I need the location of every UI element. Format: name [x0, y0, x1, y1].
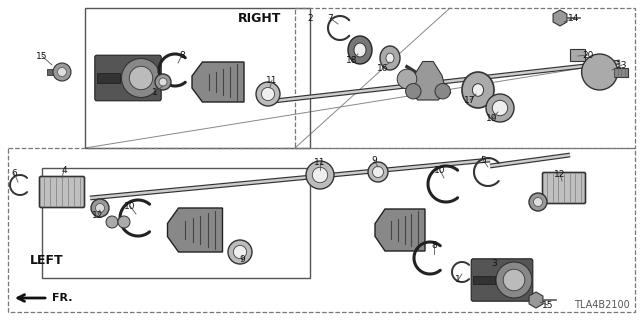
Polygon shape [192, 62, 244, 102]
Text: 8: 8 [431, 241, 437, 250]
Circle shape [372, 166, 383, 178]
Circle shape [261, 87, 275, 100]
Circle shape [159, 78, 167, 86]
Text: 16: 16 [377, 63, 388, 73]
FancyBboxPatch shape [40, 177, 84, 207]
Text: 7: 7 [327, 13, 333, 22]
Bar [97, 73, 120, 83]
Circle shape [368, 162, 388, 182]
Text: 9: 9 [239, 255, 245, 265]
Text: 11: 11 [314, 157, 326, 166]
Text: 19: 19 [486, 114, 498, 123]
Text: 8: 8 [179, 51, 185, 60]
Text: TLA4B2100: TLA4B2100 [574, 300, 630, 310]
Circle shape [582, 54, 618, 90]
Text: 18: 18 [346, 55, 358, 65]
Circle shape [118, 216, 130, 228]
Circle shape [529, 193, 547, 211]
Bar [614, 68, 628, 76]
Circle shape [58, 68, 67, 76]
Text: 11: 11 [266, 76, 278, 84]
Text: 1: 1 [152, 87, 158, 97]
Bar [42, 168, 310, 278]
Text: 6: 6 [11, 169, 17, 178]
Ellipse shape [472, 84, 484, 96]
Circle shape [306, 161, 334, 189]
Text: 1: 1 [455, 276, 461, 284]
Circle shape [129, 66, 153, 90]
FancyBboxPatch shape [471, 259, 532, 301]
Text: 15: 15 [542, 300, 554, 309]
Ellipse shape [462, 72, 494, 108]
Circle shape [228, 240, 252, 264]
Text: 12: 12 [92, 211, 104, 220]
Circle shape [155, 74, 171, 90]
FancyBboxPatch shape [543, 172, 586, 204]
Circle shape [397, 69, 417, 89]
Circle shape [534, 197, 543, 206]
Bar [473, 276, 495, 284]
Bar [47, 69, 61, 75]
Text: 5: 5 [480, 156, 486, 164]
Text: 15: 15 [36, 52, 48, 60]
Text: LEFT: LEFT [30, 253, 63, 267]
Text: 2: 2 [307, 13, 313, 22]
Ellipse shape [386, 53, 394, 63]
Bar [295, 8, 635, 148]
Circle shape [503, 269, 525, 291]
Ellipse shape [380, 46, 400, 70]
Bar [570, 49, 584, 61]
Text: 10: 10 [124, 202, 136, 211]
Text: 10: 10 [435, 165, 445, 174]
Text: 4: 4 [61, 165, 67, 174]
Circle shape [312, 167, 328, 183]
Circle shape [492, 100, 508, 116]
Text: RIGHT: RIGHT [238, 12, 282, 25]
Circle shape [435, 84, 451, 99]
Text: 14: 14 [568, 13, 580, 22]
Polygon shape [529, 292, 543, 308]
Circle shape [53, 63, 71, 81]
Polygon shape [553, 10, 567, 26]
Bar [8, 148, 635, 312]
Ellipse shape [354, 43, 366, 57]
Circle shape [496, 262, 532, 298]
Circle shape [95, 204, 104, 212]
Text: 20: 20 [582, 51, 594, 60]
Polygon shape [375, 209, 425, 251]
Polygon shape [168, 208, 223, 252]
Circle shape [91, 199, 109, 217]
Text: 9: 9 [371, 156, 377, 164]
Polygon shape [410, 61, 445, 100]
Text: 3: 3 [491, 260, 497, 268]
Text: 17: 17 [464, 95, 476, 105]
FancyBboxPatch shape [95, 55, 161, 101]
Text: 12: 12 [554, 170, 566, 179]
Circle shape [256, 82, 280, 106]
Circle shape [486, 94, 514, 122]
Circle shape [106, 216, 118, 228]
Ellipse shape [348, 36, 372, 64]
Bar [85, 8, 310, 148]
Text: 13: 13 [616, 60, 628, 69]
Circle shape [122, 59, 161, 98]
Circle shape [234, 245, 246, 259]
Circle shape [406, 84, 421, 99]
Text: FR.: FR. [52, 293, 72, 303]
